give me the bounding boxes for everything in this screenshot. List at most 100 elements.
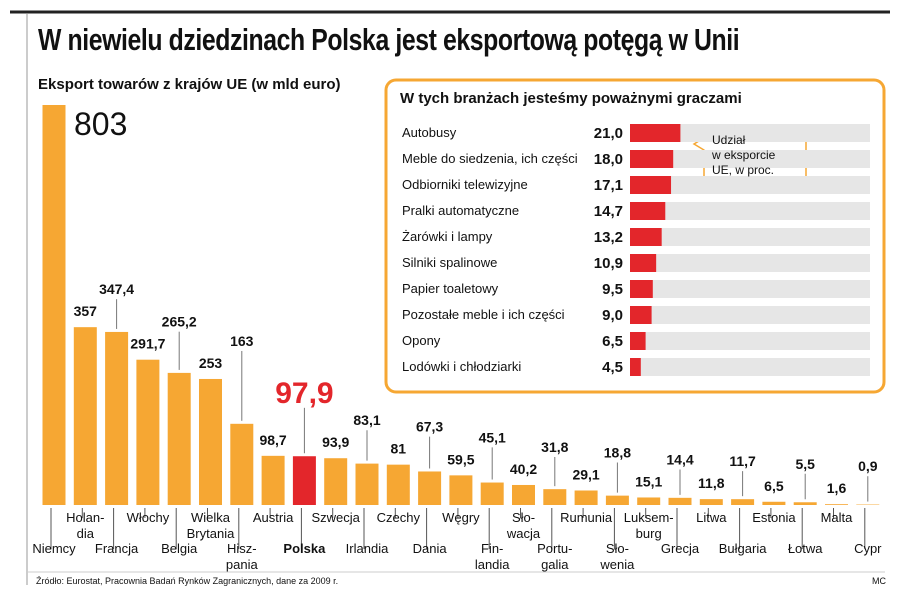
x-tick-label: Portu- galia [537,541,573,572]
bar [630,358,641,376]
x-tick-label: Sło- wenia [600,541,635,572]
bar [630,254,657,272]
bar [630,280,653,298]
value-label: 9,0 [602,307,623,324]
bar-track [630,150,870,168]
value-label: 14,4 [666,451,693,467]
category-label: Autobusy [402,125,457,140]
category-label: Silniki spalinowe [402,255,498,270]
x-tick-label: Sło- wacja [506,510,541,541]
bar [630,202,666,220]
value-label: 347,4 [99,281,134,297]
bar [630,176,672,194]
category-label: Opony [402,333,441,348]
value-label: 31,8 [541,439,568,455]
value-label: 45,1 [479,429,506,445]
value-label: 93,9 [322,434,349,450]
bar-track [630,358,870,376]
value-label: 803 [74,106,127,142]
category-label: Żarówki i lampy [402,229,493,244]
title: W niewielu dziedzinach Polska jest ekspo… [38,22,740,57]
value-label: 67,3 [416,419,443,435]
category-label: Pralki automatyczne [402,203,520,218]
x-tick-label: Dania [412,541,447,556]
x-tick-label: Szwecja [311,510,360,525]
x-tick-label: Rumunia [560,510,613,525]
category-label: Papier toaletowy [402,281,499,296]
bar-track [630,332,870,350]
bar [668,497,692,505]
value-label: 40,2 [510,461,537,477]
value-label: 18,0 [594,151,623,168]
credit: MC [872,576,886,586]
value-label: 6,5 [602,333,623,350]
value-label: 1,6 [827,480,847,496]
x-tick-label: Holan- dia [66,510,105,541]
value-label: 97,9 [275,377,333,410]
x-tick-label: Irlandia [345,541,389,556]
x-tick-label: Grecja [660,541,700,556]
bar [699,499,723,505]
value-label: 253 [199,355,223,371]
bar [449,475,473,505]
x-tick-label: Austria [252,510,294,525]
bar [630,306,652,324]
bar-track [630,228,870,246]
bar [630,332,646,350]
bar [261,455,285,505]
bar [637,497,661,505]
value-label: 265,2 [162,314,197,330]
value-label: 163 [230,333,254,349]
value-label: 4,5 [602,359,623,376]
value-label: 15,1 [635,473,662,489]
x-tick-label: Niemcy [32,541,76,556]
bar [480,482,504,505]
value-label: 18,8 [604,445,631,461]
bar [324,458,348,505]
x-tick-label: Litwa [696,510,727,525]
value-label: 10,9 [594,255,623,272]
annotation: Udział w eksporcie UE, w proc. [712,133,776,177]
x-tick-label: Polska [283,541,326,556]
x-tick-label: Estonia [752,510,796,525]
value-label: 11,7 [729,453,756,469]
value-label: 9,5 [602,281,623,298]
inset-title: W tych branżach jesteśmy poważnymi gracz… [400,90,742,107]
bar [73,327,97,505]
value-label: 291,7 [130,336,165,352]
value-label: 13,2 [594,229,623,246]
x-tick-label: Łotwa [787,541,823,556]
value-label: 357 [74,303,98,319]
bar-track [630,254,870,272]
bar-track [630,124,870,142]
bar [42,105,66,505]
value-label: 14,7 [594,203,623,220]
bar [105,331,129,505]
value-label: 59,5 [447,451,474,467]
bar [793,502,817,505]
x-tick-label: Hisz- pania [225,541,258,572]
bar [630,228,662,246]
value-label: 5,5 [795,456,815,472]
bar [543,489,567,505]
x-tick-label: Węgry [442,510,480,525]
x-tick-label: Wielka Brytania [186,510,235,541]
bar [230,423,254,505]
bar [292,456,316,505]
bar [512,484,535,505]
bar [630,124,681,142]
value-label: 17,1 [594,177,623,194]
bar [167,372,191,505]
value-label: 29,1 [572,467,599,483]
bar-track [630,202,870,220]
bar [630,150,674,168]
bar [825,504,848,505]
x-tick-label: Luksem- burg [623,510,674,541]
bar [136,359,160,505]
value-label: 98,7 [259,432,286,448]
value-label: 81 [391,441,407,457]
category-label: Lodówki i chłodziarki [402,359,522,374]
bar [418,471,442,505]
